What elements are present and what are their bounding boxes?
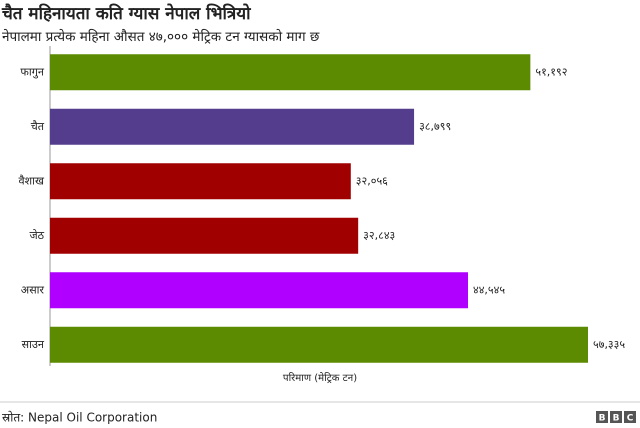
value-label: ३२,०५६	[356, 174, 388, 187]
chart-subtitle: नेपालमा प्रत्येक महिना औसत ४७,००० मेट्रि…	[2, 28, 320, 45]
logo-letter: C	[627, 414, 634, 424]
value-label: ४४,५४५	[473, 283, 505, 296]
value-label: ३८,७९९	[419, 120, 451, 133]
y-tick-label: असार	[21, 283, 45, 296]
bar	[50, 217, 359, 254]
logo-letter: B	[613, 414, 620, 424]
bar	[50, 108, 415, 145]
bar	[50, 163, 351, 200]
logo-box	[610, 411, 622, 423]
chart-title: चैत महिनायता कति ग्यास नेपाल भित्रियो	[1, 3, 251, 24]
bar	[50, 326, 588, 363]
logo-letter: B	[599, 414, 606, 424]
value-label: ५७,३३५	[593, 338, 625, 351]
bar	[50, 54, 531, 91]
y-tick-label: वैशाख	[19, 174, 45, 187]
y-tick-label: जेठ	[29, 229, 44, 242]
y-tick-label: चैत	[31, 120, 45, 133]
source: स्रोत: Nepal Oil Corporation	[2, 411, 157, 425]
logo-box	[624, 411, 636, 423]
value-label: ५१,१९२	[535, 65, 567, 78]
value-label: ३२,८४३	[363, 229, 395, 242]
x-axis-label: परिमाण (मेट्रिक टन)	[283, 372, 357, 384]
logo-box	[596, 411, 608, 423]
bar	[50, 272, 468, 309]
y-tick-label: फागुन	[20, 65, 45, 78]
y-tick-label: साउन	[22, 338, 45, 351]
